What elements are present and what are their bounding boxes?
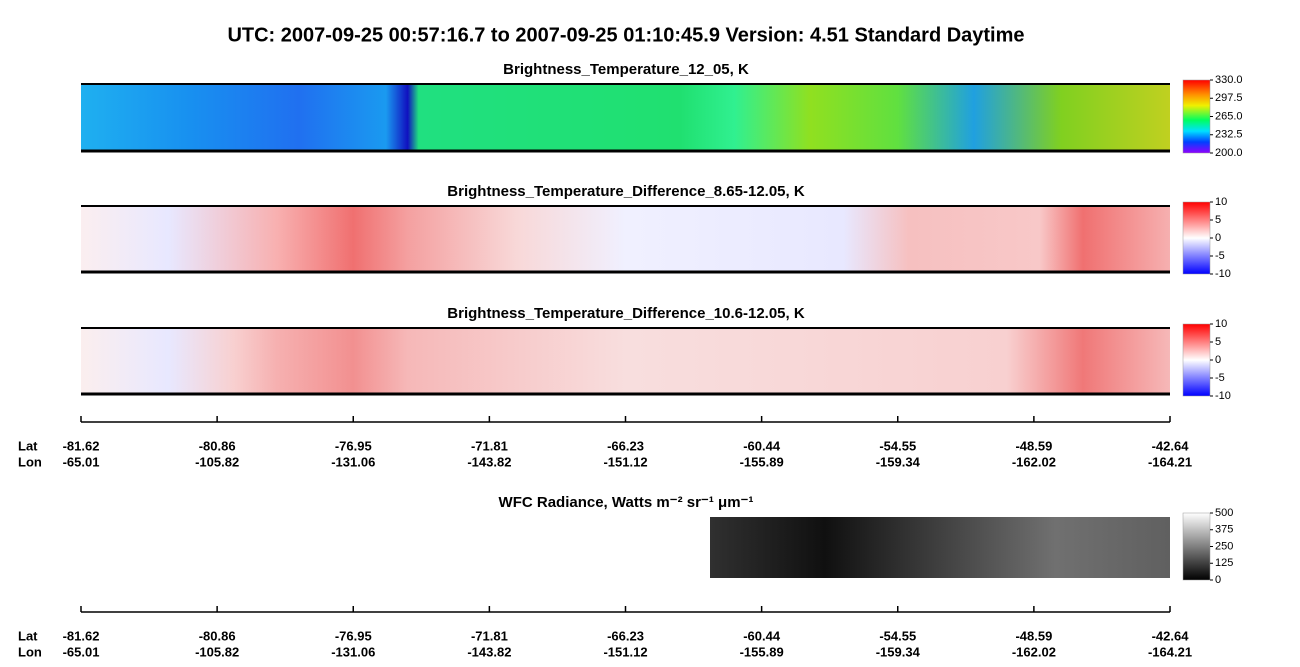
lon-tick-label: -105.82 [195, 644, 239, 659]
lat-tick-label: -66.23 [607, 628, 644, 643]
colorbar [1182, 323, 1211, 397]
lon-tick-label: -65.01 [63, 644, 100, 659]
lat-label: Lat [18, 628, 38, 643]
colorbar-tick-label: -5 [1215, 372, 1225, 384]
lat-tick-label: -76.95 [335, 628, 372, 643]
lat-tick-label: -80.86 [199, 628, 236, 643]
panel-title: WFC Radiance, Watts m⁻² sr⁻¹ μm⁻¹ [499, 494, 754, 511]
heatmap-image [710, 517, 1170, 578]
colorbar-tick-label: 375 [1215, 524, 1233, 536]
lon-tick-label: -151.12 [603, 454, 647, 469]
lon-label: Lon [18, 644, 42, 659]
lon-tick-label: -159.34 [876, 644, 921, 659]
panel-title: Brightness_Temperature_Difference_8.65-1… [447, 183, 805, 200]
lon-tick-label: -155.89 [740, 454, 784, 469]
colorbar-tick-label: 5 [1215, 336, 1221, 348]
lon-tick-label: -131.06 [331, 454, 375, 469]
colorbar-tick-label: 500 [1215, 507, 1233, 519]
heatmap-image [81, 206, 1170, 272]
heatmap-image [81, 328, 1170, 394]
lat-tick-label: -48.59 [1015, 628, 1052, 643]
lon-label: Lon [18, 454, 42, 469]
lon-tick-label: -164.21 [1148, 644, 1192, 659]
lat-tick-label: -80.86 [199, 438, 236, 453]
lon-tick-label: -65.01 [63, 454, 100, 469]
lat-tick-label: -54.55 [879, 628, 916, 643]
lat-tick-label: -60.44 [743, 628, 781, 643]
colorbar-tick-label: 125 [1215, 557, 1233, 569]
colorbar-tick-label: -10 [1215, 268, 1231, 280]
colorbar-tick-label: -5 [1215, 250, 1225, 262]
lat-tick-label: -66.23 [607, 438, 644, 453]
colorbar [1182, 201, 1211, 275]
colorbar [1182, 79, 1211, 154]
lon-tick-label: -162.02 [1012, 454, 1056, 469]
lat-tick-label: -76.95 [335, 438, 372, 453]
panel-title: Brightness_Temperature_12_05, K [503, 61, 749, 78]
colorbar-tick-label: 330.0 [1215, 74, 1243, 86]
lon-tick-label: -143.82 [467, 454, 511, 469]
colorbar-tick-label: 265.0 [1215, 110, 1243, 122]
colorbar-tick-label: 250 [1215, 540, 1233, 552]
lat-tick-label: -71.81 [471, 438, 508, 453]
lon-tick-label: -151.12 [603, 644, 647, 659]
colorbar-tick-label: 0 [1215, 574, 1221, 586]
lat-tick-label: -42.64 [1152, 628, 1190, 643]
colorbar [1182, 512, 1211, 581]
lat-tick-label: -81.62 [63, 628, 100, 643]
colorbar-tick-label: 297.5 [1215, 92, 1243, 104]
lat-tick-label: -48.59 [1015, 438, 1052, 453]
lon-tick-label: -159.34 [876, 454, 921, 469]
lat-tick-label: -71.81 [471, 628, 508, 643]
lat-tick-label: -42.64 [1152, 438, 1190, 453]
colorbar-tick-label: -10 [1215, 390, 1231, 402]
colorbar-tick-label: 10 [1215, 196, 1227, 208]
colorbar-tick-label: 0 [1215, 354, 1221, 366]
colorbar-tick-label: 5 [1215, 214, 1221, 226]
lon-tick-label: -105.82 [195, 454, 239, 469]
lat-tick-label: -60.44 [743, 438, 781, 453]
heatmap-image [81, 84, 1170, 151]
lat-tick-label: -81.62 [63, 438, 100, 453]
lon-tick-label: -143.82 [467, 644, 511, 659]
colorbar-tick-label: 200.0 [1215, 147, 1243, 159]
colorbar-tick-label: 232.5 [1215, 129, 1243, 141]
lon-tick-label: -162.02 [1012, 644, 1056, 659]
figure-title: UTC: 2007-09-25 00:57:16.7 to 2007-09-25… [227, 24, 1024, 46]
lon-tick-label: -155.89 [740, 644, 784, 659]
lon-tick-label: -164.21 [1148, 454, 1192, 469]
colorbar-tick-label: 0 [1215, 232, 1221, 244]
lat-label: Lat [18, 438, 38, 453]
panel-title: Brightness_Temperature_Difference_10.6-1… [447, 305, 805, 322]
lat-tick-label: -54.55 [879, 438, 916, 453]
lon-tick-label: -131.06 [331, 644, 375, 659]
colorbar-tick-label: 10 [1215, 318, 1227, 330]
